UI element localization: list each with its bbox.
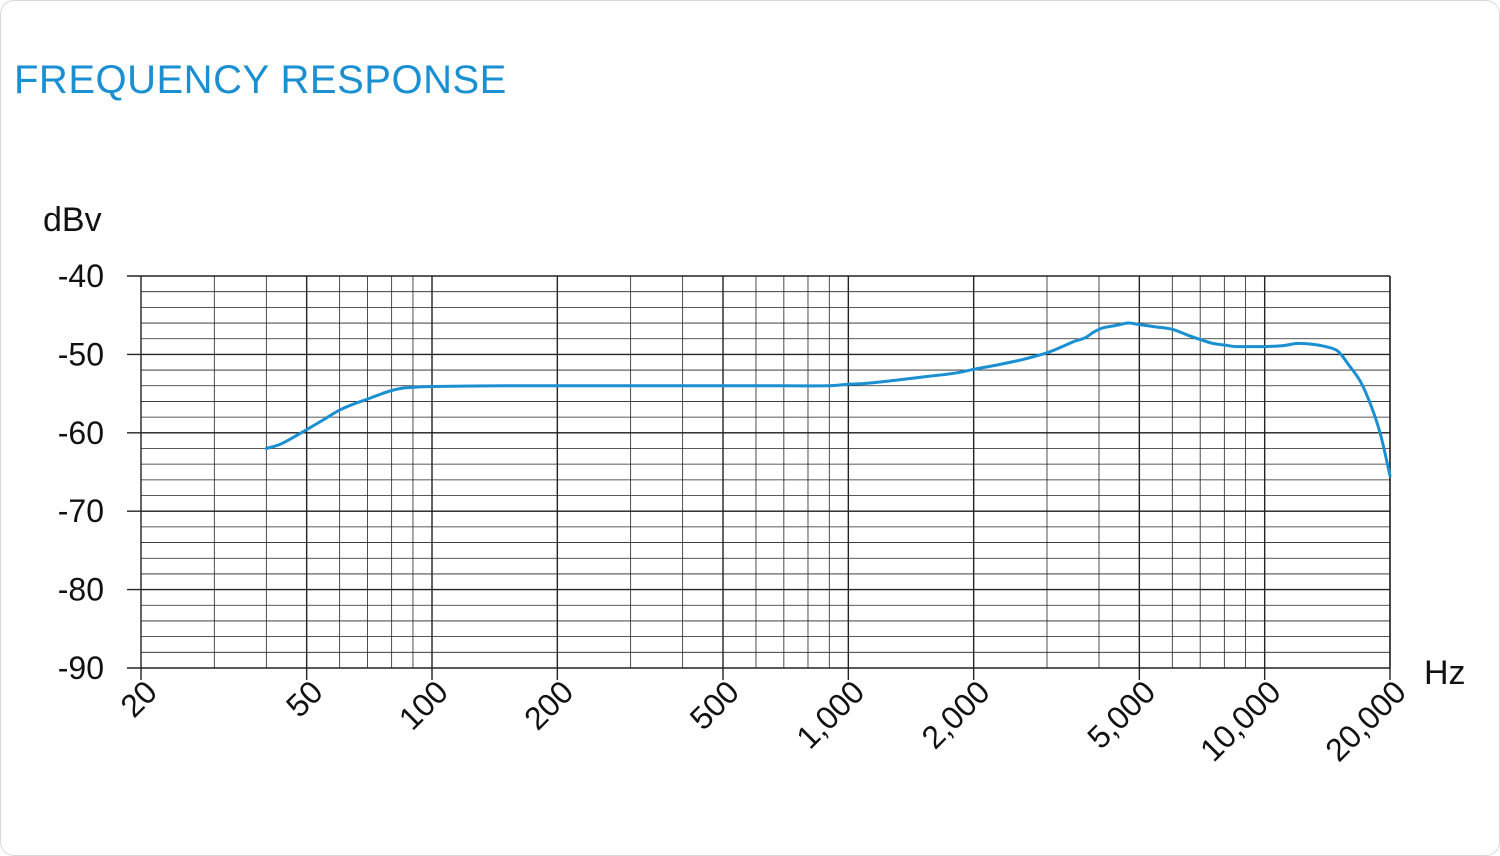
y-tick-label: -70	[58, 493, 104, 529]
x-tick-label: 20,000	[1318, 673, 1413, 768]
y-tick-label: -40	[58, 258, 104, 294]
response-curve	[264, 321, 1392, 478]
grid	[127, 275, 1391, 680]
x-tick-label: 20	[113, 673, 164, 724]
y-axis-label: dBv	[43, 201, 102, 239]
x-tick-label: 5,000	[1080, 673, 1162, 755]
x-tick-label: 100	[392, 673, 455, 736]
x-tick-label: 50	[279, 673, 330, 724]
y-tick-label: -60	[58, 415, 104, 451]
chart-title: FREQUENCY RESPONSE	[14, 58, 507, 102]
x-tick-label: 200	[517, 673, 580, 736]
y-tick-label: -90	[58, 650, 104, 686]
y-tick-label: -50	[58, 336, 104, 372]
x-tick-label: 500	[683, 673, 746, 736]
y-tick-label: -80	[58, 572, 104, 608]
curve-layer	[264, 321, 1392, 478]
x-tick-label: 1,000	[789, 673, 871, 755]
x-tick-label: 2,000	[915, 673, 997, 755]
x-axis-label: Hz	[1424, 654, 1466, 692]
x-tick-label: 10,000	[1193, 673, 1288, 768]
